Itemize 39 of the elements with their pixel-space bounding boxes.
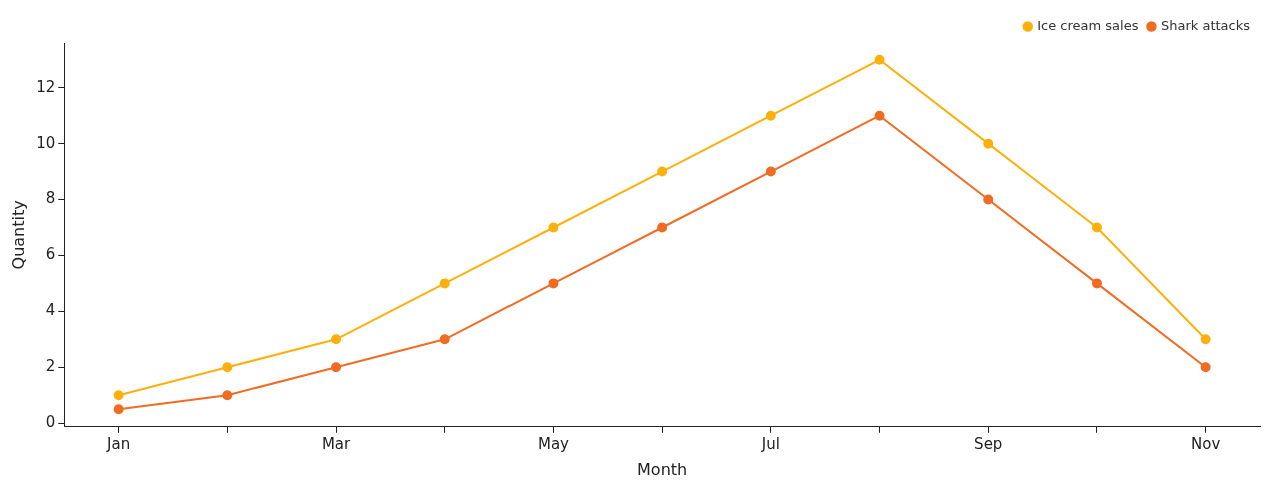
x-tick-label: Jul <box>760 434 780 453</box>
point <box>331 362 342 373</box>
point <box>548 278 559 289</box>
y-axis-title: Quantity <box>8 200 28 270</box>
point <box>874 54 885 65</box>
y-tick-label: 10 <box>36 133 56 152</box>
point <box>548 222 559 233</box>
point <box>657 166 668 177</box>
y-tick-label: 6 <box>45 245 56 264</box>
point <box>1091 222 1102 233</box>
point <box>113 390 124 401</box>
y-tick-label: 0 <box>45 413 56 432</box>
point <box>439 334 450 345</box>
point <box>222 362 233 373</box>
x-tick-label: Nov <box>1191 434 1221 453</box>
y-tick-label: 8 <box>45 189 56 208</box>
point <box>1200 362 1211 373</box>
point <box>657 222 668 233</box>
point <box>1200 334 1211 345</box>
point <box>331 334 342 345</box>
point <box>222 390 233 401</box>
x-tick-label: Sep <box>974 434 1003 453</box>
point <box>439 278 450 289</box>
point <box>874 110 885 121</box>
legend-label: Ice cream sales <box>1037 17 1139 33</box>
point <box>765 166 776 177</box>
x-tick-label: Jan <box>106 434 131 453</box>
legend-label: Shark attacks <box>1160 17 1251 33</box>
y-tick-label: 4 <box>45 301 56 320</box>
x-axis-title: Month <box>637 459 688 479</box>
point <box>983 138 994 149</box>
point <box>983 194 994 205</box>
y-tick-label: 2 <box>45 357 56 376</box>
y-tick-label: 12 <box>36 77 56 96</box>
point <box>1091 278 1102 289</box>
point <box>765 110 776 121</box>
point <box>113 404 124 415</box>
x-tick-label: Mar <box>321 434 352 453</box>
x-tick-label: May <box>537 434 570 453</box>
